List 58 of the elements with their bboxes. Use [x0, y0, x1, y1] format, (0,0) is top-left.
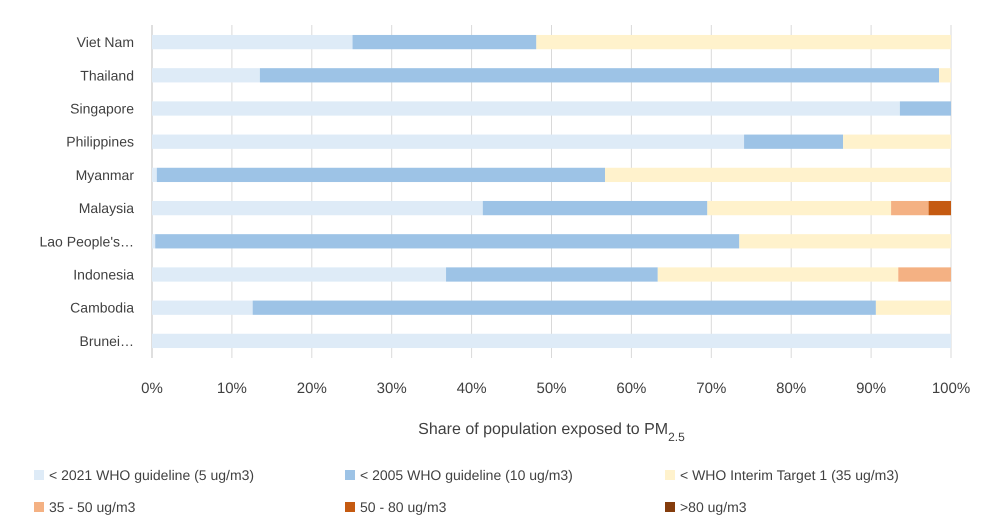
y-tick-label: Singapore — [70, 100, 134, 116]
x-tick-label: 80% — [776, 380, 806, 397]
bar — [898, 267, 951, 282]
bar — [152, 334, 951, 348]
bar — [260, 68, 940, 82]
y-tick-label: Thailand — [80, 67, 134, 84]
bar — [252, 300, 876, 315]
bar — [152, 34, 353, 50]
bar — [900, 101, 951, 116]
y-tick-label: Malaysia — [78, 200, 134, 216]
x-tick-label: 70% — [696, 380, 726, 397]
y-tick-label: Myanmar — [76, 166, 134, 183]
y-tick-label: Brunei… — [80, 332, 134, 349]
bar — [152, 68, 260, 82]
bar — [928, 200, 951, 216]
bar — [891, 200, 929, 216]
bar — [744, 134, 844, 149]
bar — [843, 134, 951, 149]
bar — [446, 267, 658, 282]
x-tick-label: 100% — [932, 380, 970, 397]
y-tick-label: Philippines — [66, 134, 134, 150]
bar — [152, 200, 483, 216]
bar — [152, 267, 446, 282]
bar — [482, 200, 708, 216]
bar — [152, 101, 900, 116]
legend-label: 50 - 80 ug/m3 — [360, 499, 447, 515]
bar — [152, 168, 157, 182]
bar — [939, 68, 951, 82]
bar — [536, 34, 951, 50]
bar — [707, 200, 892, 216]
bar — [605, 168, 951, 182]
bar — [155, 234, 740, 248]
legend-label: 35 - 50 ug/m3 — [49, 499, 136, 515]
bar — [152, 300, 253, 315]
bar — [352, 34, 536, 50]
x-axis-title: Share of population exposed to PM$_{2.5}$ — [418, 421, 686, 444]
x-tick-label: 20% — [296, 380, 327, 397]
legend-label: >80 ug/m3 — [680, 499, 747, 515]
x-tick-label: 60% — [616, 380, 646, 397]
y-tick-label: Lao People's… — [39, 233, 134, 250]
legend-label: < 2021 WHO guideline (5 ug/m3) — [49, 467, 254, 483]
legend-label: < WHO Interim Target 1 (35 ug/m3) — [680, 467, 899, 483]
x-tick-label: 0% — [141, 380, 163, 397]
bar — [156, 168, 606, 182]
x-tick-label: 30% — [376, 380, 407, 397]
y-tick-label: Indonesia — [73, 266, 134, 282]
x-tick-label: 40% — [456, 380, 487, 397]
x-tick-label: 90% — [856, 380, 886, 397]
x-tick-label: 10% — [216, 380, 247, 397]
y-tick-label: Viet Nam — [76, 34, 134, 50]
x-tick-label: 50% — [536, 380, 567, 397]
legend-label: < 2005 WHO guideline (10 ug/m3) — [360, 467, 573, 483]
y-tick-label: Cambodia — [70, 300, 134, 316]
bar — [658, 267, 898, 282]
bar — [876, 300, 951, 315]
bar — [152, 234, 156, 248]
bar — [152, 134, 744, 149]
bar — [739, 234, 951, 248]
